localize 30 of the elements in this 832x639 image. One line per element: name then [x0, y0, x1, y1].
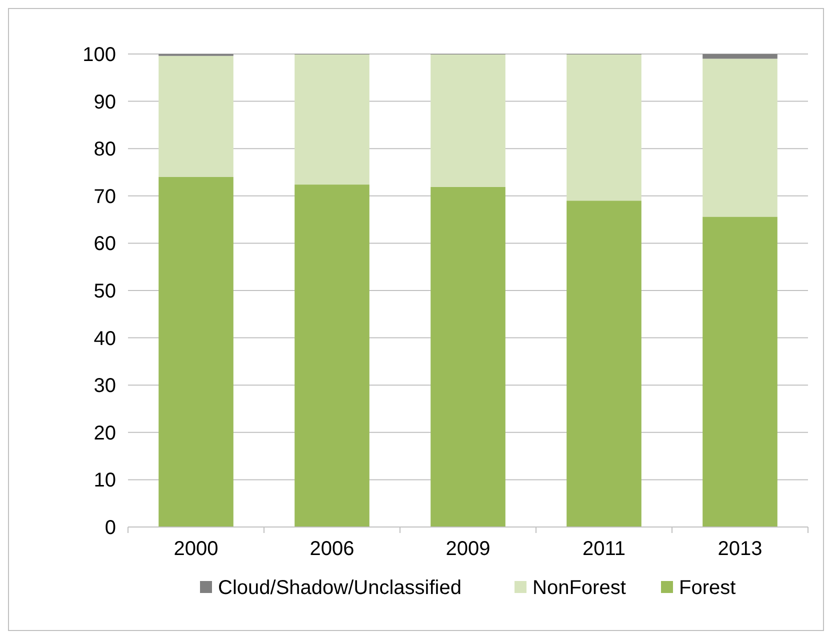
- y-tick-label: 30: [94, 375, 116, 398]
- bar: [294, 54, 370, 185]
- y-tick-label: 100: [82, 44, 116, 66]
- y-tick-label: 0: [104, 517, 116, 539]
- y-tick-label: 60: [94, 233, 116, 256]
- bar: [158, 176, 234, 527]
- bar: [566, 54, 642, 201]
- bar: [294, 184, 370, 527]
- x-tick-label: 2013: [718, 538, 762, 560]
- x-tick-label: 2000: [174, 538, 218, 560]
- legend-label: NonForest: [532, 577, 626, 599]
- x-tick-label: 2009: [446, 538, 490, 560]
- bar: [158, 56, 234, 177]
- bar: [566, 200, 642, 527]
- legend-label: Forest: [679, 577, 736, 599]
- y-tick-label: 70: [94, 186, 116, 208]
- y-tick-label: 90: [94, 91, 116, 114]
- bar: [702, 58, 778, 217]
- y-tick-label: 80: [94, 138, 116, 161]
- y-tick-label: 10: [94, 470, 116, 492]
- bar: [702, 54, 778, 59]
- y-tick-label: 20: [94, 422, 116, 444]
- bar: [430, 186, 506, 527]
- x-tick-label: 2006: [310, 538, 354, 560]
- y-tick-label: 50: [94, 280, 116, 302]
- bar: [430, 54, 506, 187]
- y-tick-label: 40: [94, 328, 116, 350]
- bar: [702, 216, 778, 527]
- x-tick-label: 2011: [582, 538, 626, 560]
- legend-label: Cloud/Shadow/Unclassified: [218, 577, 462, 599]
